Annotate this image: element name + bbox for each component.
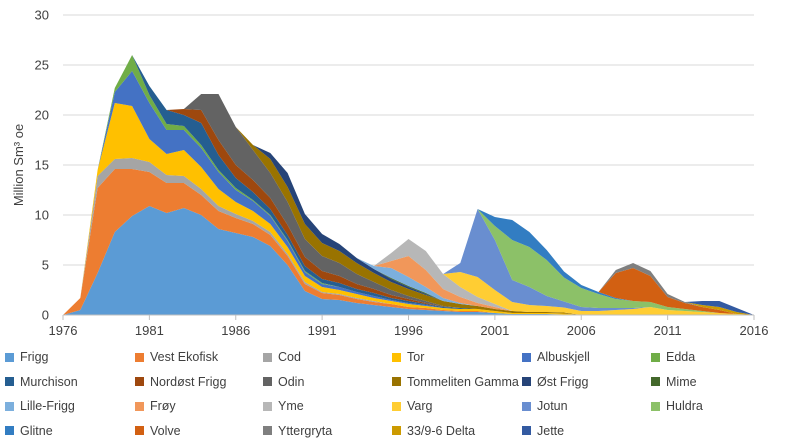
legend-swatch	[392, 426, 401, 435]
legend-item: 33/9-6 Delta	[392, 420, 475, 442]
legend-swatch	[522, 401, 531, 411]
legend-label: Jette	[537, 423, 565, 438]
legend-item: Frigg	[5, 346, 48, 368]
legend-swatch	[5, 401, 14, 411]
legend-label: Yttergryta	[278, 423, 333, 438]
legend-item: Volve	[135, 420, 181, 442]
legend-label: Jotun	[537, 399, 568, 413]
legend-label: Vest Ekofisk	[150, 350, 219, 364]
legend-label: Mime	[666, 374, 697, 389]
y-tick-label: 5	[42, 258, 49, 273]
y-tick-label: 25	[35, 58, 49, 73]
stacked-area-chart: Million Sm³ oe 0 5 10 15 20 25 30 1976 1981 1986 1…	[11, 8, 769, 339]
legend-swatch	[263, 401, 272, 411]
x-tick-label: 1996	[394, 323, 423, 338]
legend-swatch	[135, 401, 144, 411]
x-tick-label: 1991	[308, 323, 337, 338]
legend-swatch	[651, 352, 660, 362]
legend-swatch	[522, 352, 531, 362]
legend-swatch	[651, 401, 660, 411]
y-tick-label: 15	[35, 158, 49, 173]
y-tick-label: 20	[35, 108, 49, 123]
legend-label: Varg	[407, 399, 433, 413]
legend-item: Jette	[522, 420, 564, 442]
legend-item: Huldra	[651, 395, 703, 417]
y-tick-label: 0	[42, 308, 49, 323]
y-axis-label: Million Sm³ oe	[11, 124, 26, 206]
legend-label: Frøy	[150, 399, 176, 413]
y-tick-label: 30	[35, 8, 49, 23]
x-tick-label: 1986	[221, 323, 250, 338]
legend-swatch	[5, 352, 14, 362]
legend-label: Odin	[278, 374, 305, 389]
legend-item: Odin	[263, 371, 304, 393]
legend-label: Nordøst Frigg	[150, 374, 227, 389]
legend-item: Øst Frigg	[522, 371, 588, 393]
legend-label: Murchison	[20, 374, 78, 389]
x-tick-label: 1976	[49, 323, 78, 338]
legend-swatch	[392, 377, 401, 386]
legend-item: Jotun	[522, 395, 568, 417]
legend-label: Cod	[278, 350, 301, 364]
legend-item: Nordøst Frigg	[135, 371, 226, 393]
legend-swatch	[135, 426, 144, 435]
x-tick-label: 2001	[480, 323, 509, 338]
area-vest-ekofisk	[63, 169, 754, 315]
legend-item: Yme	[263, 395, 304, 417]
legend-label: Edda	[666, 350, 696, 364]
legend-label: Volve	[150, 423, 181, 438]
legend-item: Yttergryta	[263, 420, 332, 442]
legend-swatch	[135, 377, 144, 386]
legend-item: Tommeliten Gamma	[392, 371, 519, 393]
legend-item: Varg	[392, 395, 432, 417]
legend-item: Lille-Frigg	[5, 395, 75, 417]
legend-item: Mime	[651, 371, 697, 393]
legend-swatch	[522, 426, 531, 435]
area-frøy	[63, 55, 754, 315]
legend-swatch	[392, 401, 401, 411]
legend-label: 33/9-6 Delta	[407, 423, 476, 438]
y-tick-label: 10	[35, 208, 49, 223]
legend-item: Vest Ekofisk	[135, 346, 218, 368]
legend-swatch	[263, 377, 272, 386]
legend-swatch	[651, 377, 660, 386]
legend-swatch	[135, 352, 144, 362]
legend-swatch	[392, 352, 401, 362]
legend-item: Albuskjell	[522, 346, 590, 368]
legend-label: Øst Frigg	[537, 374, 589, 389]
legend-label: Huldra	[666, 399, 703, 413]
legend-label: Tor	[407, 350, 425, 364]
legend-label: Lille-Frigg	[20, 399, 75, 413]
legend-swatch	[5, 426, 14, 435]
legend-label: Yme	[278, 399, 304, 413]
area-frigg	[63, 206, 754, 315]
legend-swatch	[522, 377, 531, 386]
legend-label: Glitne	[20, 423, 53, 438]
legend-swatch	[263, 426, 272, 435]
legend-item: Tor	[392, 346, 424, 368]
legend-item: Edda	[651, 346, 695, 368]
area-tor	[63, 103, 754, 315]
x-tick-label: 2011	[654, 323, 682, 338]
x-tick-label: 2006	[567, 323, 596, 338]
axes: 0 5 10 15 20 25 30 1976 1981 1986 1991 1996 2001 2006…	[35, 8, 769, 339]
x-tick-label: 1981	[135, 323, 164, 338]
legend-swatch	[5, 377, 14, 386]
legend-label: Albuskjell	[537, 350, 590, 364]
legend-item: Glitne	[5, 420, 53, 442]
legend-swatch	[263, 352, 272, 362]
legend-item: Frøy	[135, 395, 176, 417]
legend-label: Frigg	[20, 350, 49, 364]
area-albuskjell	[63, 71, 754, 315]
legend-item: Cod	[263, 346, 301, 368]
area-series-group	[63, 55, 754, 315]
legend-label: Tommeliten Gamma	[407, 374, 519, 389]
legend-item: Murchison	[5, 371, 78, 393]
x-tick-label: 2016	[740, 323, 769, 338]
